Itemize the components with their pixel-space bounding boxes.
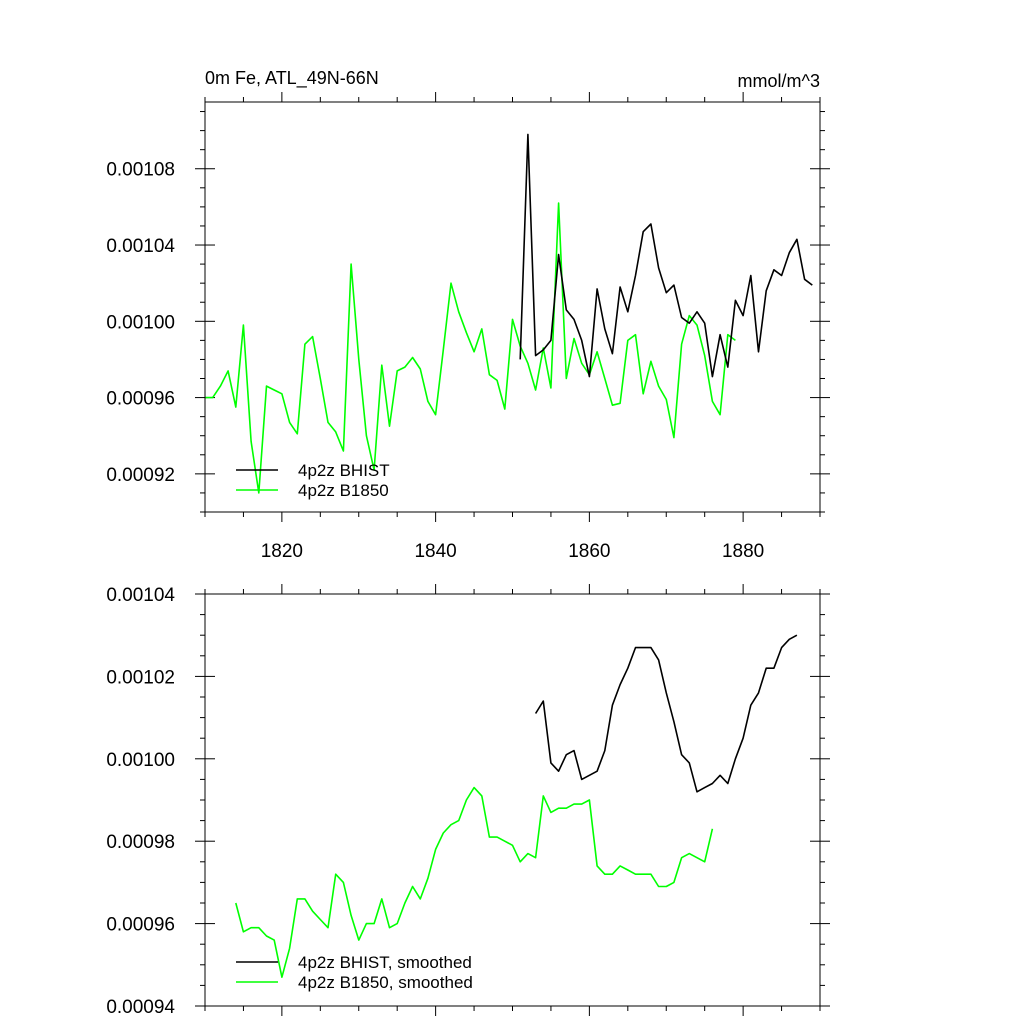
y-tick-label: 0.00100 [106,312,175,333]
top-chart-panel: 0m Fe, ATL_49N-66N mmol/m^3 1820 1840 1860… [106,68,830,562]
x-tick-label: 1880 [722,541,764,562]
legend-label-b1850: 4p2z B1850 [298,481,389,500]
top-chart-title: 0m Fe, ATL_49N-66N [205,68,379,89]
y-tick-label: 0.00108 [106,160,175,181]
legend-label-bhist-smoothed: 4p2z BHIST, smoothed [298,953,472,972]
legend-label-bhist: 4p2z BHIST [298,461,390,480]
y-tick-label: 0.00096 [106,915,175,936]
series-line-b1850 [205,202,736,494]
bottom-chart-panel: 0.00094 0.00096 0.00098 0.00100 0.00102 0.001… [106,584,830,1018]
top-chart-ticks: 1820 1840 1860 1880 0.00092 0.00096 0.00100 0.0… [106,92,830,562]
y-tick-label: 0.00098 [106,832,175,853]
bottom-chart-legend: 4p2z BHIST, smoothed 4p2z B1850, smoothe… [236,953,473,992]
y-tick-label: 0.00096 [106,389,175,410]
y-tick-label: 0.00104 [106,236,175,257]
x-tick-label: 1820 [261,541,303,562]
y-tick-label: 0.00100 [106,750,175,771]
y-tick-label: 0.00092 [106,465,175,486]
bottom-chart-series [235,634,798,979]
legend-label-b1850-smoothed: 4p2z B1850, smoothed [298,973,473,992]
top-chart-series [205,133,813,494]
x-tick-label: 1860 [568,541,610,562]
series-line-bhist [534,634,798,793]
series-line-bhist [519,133,813,378]
x-tick-label: 1840 [414,541,456,562]
bottom-chart-ticks: 0.00094 0.00096 0.00098 0.00100 0.00102 0.001… [106,584,830,1018]
top-chart-legend: 4p2z BHIST 4p2z B1850 [236,461,390,500]
series-line-b1850 [235,786,714,979]
y-tick-label: 0.00102 [106,667,175,688]
y-tick-label: 0.00094 [106,997,175,1018]
top-chart-units: mmol/m^3 [738,71,820,91]
bottom-chart-frame [204,593,821,1007]
y-tick-label: 0.00104 [106,585,175,606]
top-chart-frame [204,101,821,513]
